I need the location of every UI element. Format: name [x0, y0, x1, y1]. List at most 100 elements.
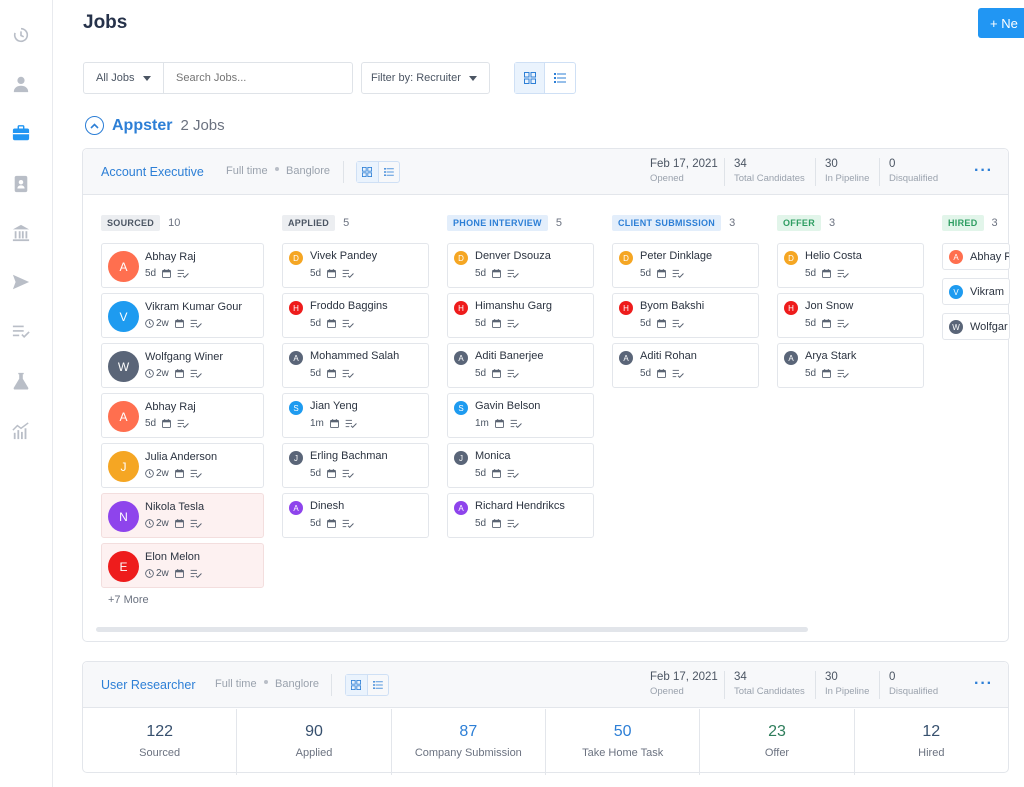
- task-list-icon[interactable]: [342, 269, 355, 278]
- task-list-icon[interactable]: [345, 419, 358, 428]
- candidate-card[interactable]: J Julia Anderson 2w: [101, 443, 264, 488]
- calendar-icon[interactable]: [329, 419, 339, 428]
- calendar-icon[interactable]: [492, 269, 502, 278]
- candidate-card[interactable]: N Nikola Tesla 2w: [101, 493, 264, 538]
- calendar-icon[interactable]: [327, 369, 337, 378]
- candidate-card[interactable]: A Dinesh 5d: [282, 493, 429, 538]
- summary-cell-hired[interactable]: 12 Hired: [855, 709, 1008, 775]
- calendar-icon[interactable]: [822, 369, 832, 378]
- calendar-icon[interactable]: [174, 519, 184, 528]
- candidate-card[interactable]: H Byom Bakshi 5d: [612, 293, 759, 338]
- new-job-button[interactable]: + Ne: [978, 8, 1024, 38]
- calendar-icon[interactable]: [492, 469, 502, 478]
- task-list-icon[interactable]: [177, 419, 190, 428]
- calendar-icon[interactable]: [327, 519, 337, 528]
- list-view-icon[interactable]: [368, 675, 389, 695]
- task-list-icon[interactable]: [190, 469, 203, 478]
- task-list-icon[interactable]: [672, 319, 685, 328]
- history-icon[interactable]: [11, 25, 31, 45]
- task-list-icon[interactable]: [507, 269, 520, 278]
- more-options-icon[interactable]: ···: [974, 162, 993, 179]
- task-list-icon[interactable]: [837, 269, 850, 278]
- task-list-icon[interactable]: [342, 319, 355, 328]
- calendar-icon[interactable]: [174, 369, 184, 378]
- summary-cell-company-submission[interactable]: 87 Company Submission: [392, 709, 546, 775]
- summary-cell-sourced[interactable]: 122 Sourced: [83, 709, 238, 775]
- task-list-icon[interactable]: [190, 519, 203, 528]
- calendar-icon[interactable]: [822, 319, 832, 328]
- all-jobs-dropdown[interactable]: All Jobs: [83, 62, 164, 94]
- task-list-icon[interactable]: [837, 369, 850, 378]
- calendar-icon[interactable]: [162, 269, 172, 278]
- calendar-icon[interactable]: [657, 269, 667, 278]
- grid-view-icon[interactable]: [357, 162, 379, 182]
- candidate-card[interactable]: H Jon Snow 5d: [777, 293, 924, 338]
- task-list-icon[interactable]: [507, 369, 520, 378]
- candidate-card[interactable]: D Denver Dsouza 5d: [447, 243, 594, 288]
- task-list-icon[interactable]: [342, 369, 355, 378]
- task-list-icon[interactable]: [837, 319, 850, 328]
- analytics-icon[interactable]: [11, 421, 31, 441]
- candidate-card[interactable]: E Elon Melon 2w: [101, 543, 264, 588]
- candidate-card[interactable]: W Wolfgar: [942, 313, 1010, 340]
- send-icon[interactable]: [11, 272, 31, 292]
- candidate-card[interactable]: J Monica 5d: [447, 443, 594, 488]
- briefcase-icon[interactable]: [11, 123, 31, 143]
- candidate-card[interactable]: A Abhay R: [942, 243, 1010, 270]
- calendar-icon[interactable]: [822, 269, 832, 278]
- task-list-icon[interactable]: [342, 469, 355, 478]
- candidate-card[interactable]: S Gavin Belson 1m: [447, 393, 594, 438]
- task-list-icon[interactable]: [507, 519, 520, 528]
- calendar-icon[interactable]: [657, 369, 667, 378]
- candidate-card[interactable]: A Abhay Raj 5d: [101, 243, 264, 288]
- checklist-icon[interactable]: [11, 321, 31, 341]
- grid-view-icon[interactable]: [515, 63, 546, 93]
- candidate-card[interactable]: W Wolfgang Winer 2w: [101, 343, 264, 388]
- summary-cell-applied[interactable]: 90 Applied: [237, 709, 392, 775]
- job-title[interactable]: User Researcher: [101, 678, 196, 692]
- candidate-card[interactable]: D Vivek Pandey 5d: [282, 243, 429, 288]
- task-list-icon[interactable]: [342, 519, 355, 528]
- candidate-card[interactable]: A Abhay Raj 5d: [101, 393, 264, 438]
- task-list-icon[interactable]: [510, 419, 523, 428]
- flask-icon[interactable]: [11, 371, 31, 391]
- candidate-card[interactable]: H Himanshu Garg 5d: [447, 293, 594, 338]
- chevron-up-icon[interactable]: [85, 116, 104, 135]
- candidate-card[interactable]: J Erling Bachman 5d: [282, 443, 429, 488]
- task-list-icon[interactable]: [190, 369, 203, 378]
- calendar-icon[interactable]: [174, 469, 184, 478]
- candidate-card[interactable]: A Arya Stark 5d: [777, 343, 924, 388]
- user-icon[interactable]: [11, 74, 31, 94]
- contact-card-icon[interactable]: [11, 174, 31, 194]
- recruiter-filter-dropdown[interactable]: Filter by: Recruiter: [361, 62, 490, 94]
- horizontal-scrollbar[interactable]: [96, 627, 808, 632]
- task-list-icon[interactable]: [672, 269, 685, 278]
- task-list-icon[interactable]: [177, 269, 190, 278]
- candidate-card[interactable]: A Mohammed Salah 5d: [282, 343, 429, 388]
- task-list-icon[interactable]: [507, 469, 520, 478]
- candidate-card[interactable]: A Aditi Rohan 5d: [612, 343, 759, 388]
- calendar-icon[interactable]: [162, 419, 172, 428]
- candidate-card[interactable]: A Aditi Banerjee 5d: [447, 343, 594, 388]
- task-list-icon[interactable]: [672, 369, 685, 378]
- search-input[interactable]: [163, 62, 353, 94]
- candidate-card[interactable]: V Vikram Kumar Gour 2w: [101, 293, 264, 338]
- summary-cell-offer[interactable]: 23 Offer: [700, 709, 855, 775]
- bank-icon[interactable]: [11, 223, 31, 243]
- candidate-card[interactable]: A Richard Hendrikcs 5d: [447, 493, 594, 538]
- candidate-card[interactable]: V Vikram: [942, 278, 1010, 305]
- calendar-icon[interactable]: [174, 319, 184, 328]
- calendar-icon[interactable]: [492, 519, 502, 528]
- calendar-icon[interactable]: [492, 319, 502, 328]
- more-candidates-link[interactable]: +7 More: [108, 594, 149, 606]
- candidate-card[interactable]: D Helio Costa 5d: [777, 243, 924, 288]
- calendar-icon[interactable]: [327, 469, 337, 478]
- candidate-card[interactable]: S Jian Yeng 1m: [282, 393, 429, 438]
- calendar-icon[interactable]: [657, 319, 667, 328]
- task-list-icon[interactable]: [190, 319, 203, 328]
- job-title[interactable]: Account Executive: [101, 165, 204, 179]
- list-view-icon[interactable]: [545, 63, 575, 93]
- task-list-icon[interactable]: [190, 569, 203, 578]
- list-view-icon[interactable]: [379, 162, 400, 182]
- more-options-icon[interactable]: ···: [974, 675, 993, 692]
